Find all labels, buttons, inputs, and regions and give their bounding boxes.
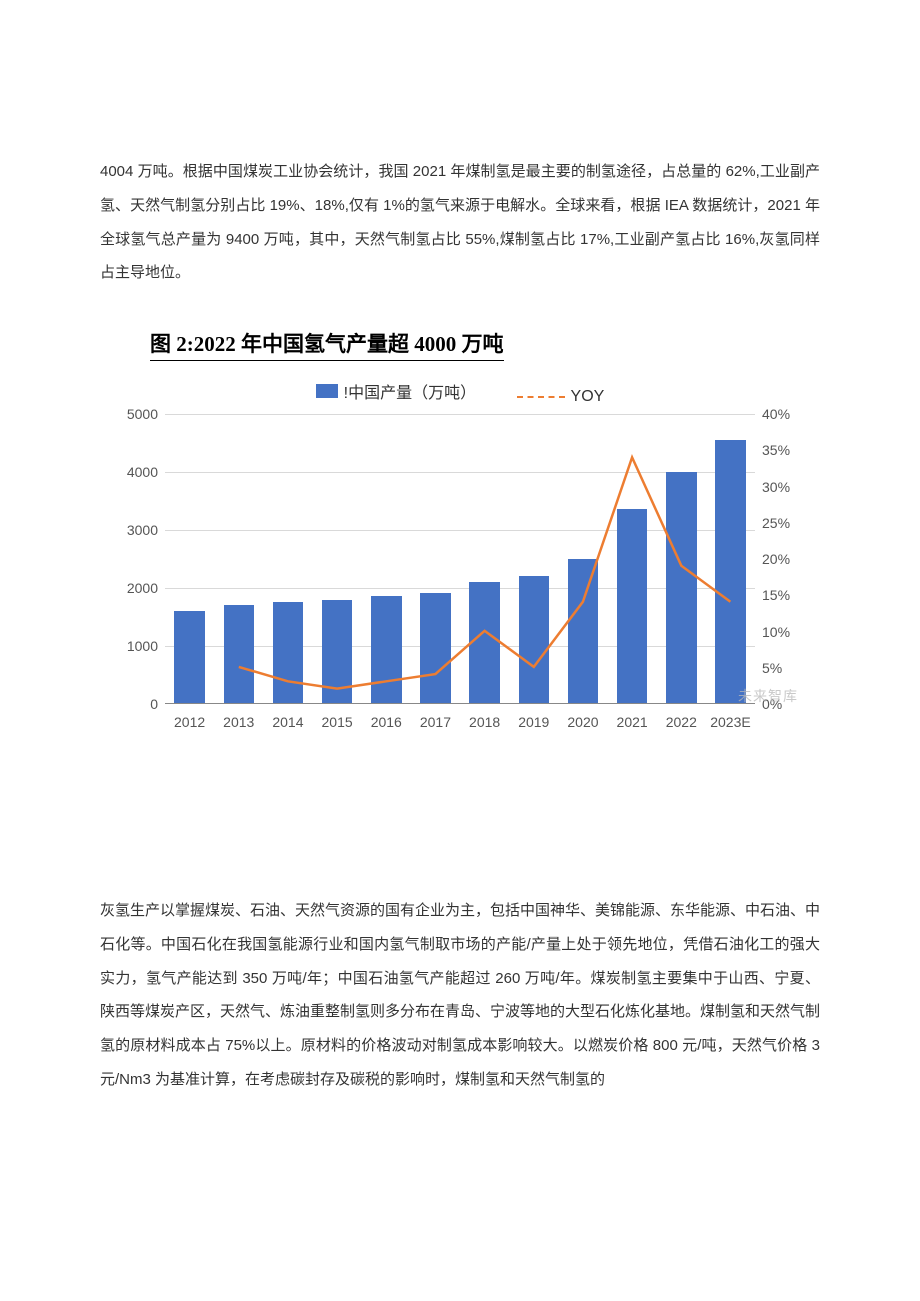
legend-bar-item: !中国产量（万吨） <box>316 379 476 403</box>
legend-bar-swatch <box>316 384 338 398</box>
bar-slot <box>411 414 460 703</box>
y1-tick-label: 1000 <box>110 638 158 654</box>
bar <box>174 611 204 703</box>
bar-slot <box>165 414 214 703</box>
bar-slot <box>657 414 706 703</box>
y2-tick-label: 15% <box>762 587 810 603</box>
x-tick-label: 2013 <box>214 710 263 734</box>
bar-slot <box>509 414 558 703</box>
bar <box>420 593 450 703</box>
bar <box>322 600 352 703</box>
bar <box>568 559 598 704</box>
x-tick-label: 2018 <box>460 710 509 734</box>
watermark: 未来智库 <box>738 686 798 706</box>
x-axis-labels: 2012201320142015201620172018201920202021… <box>165 710 755 734</box>
bar-slot <box>706 414 755 703</box>
bar-slot <box>362 414 411 703</box>
bar <box>519 576 549 703</box>
chart-area: 010002000300040005000 0%5%10%15%20%25%30… <box>110 414 810 734</box>
bar-slot <box>460 414 509 703</box>
x-tick-label: 2016 <box>362 710 411 734</box>
bar <box>224 605 254 703</box>
chart-legend: !中国产量（万吨） YOY <box>110 379 810 406</box>
bar <box>617 509 647 703</box>
bar <box>469 582 499 703</box>
body-paragraph: 灰氢生产以掌握煤炭、石油、天然气资源的国有企业为主，包括中国神华、美锦能源、东华… <box>100 894 820 1097</box>
y1-tick-label: 5000 <box>110 406 158 422</box>
y1-tick-label: 3000 <box>110 522 158 538</box>
y1-tick-label: 0 <box>110 696 158 712</box>
chart-title: 图 2:2022 年中国氢气产量超 4000 万吨 <box>150 328 504 361</box>
x-tick-label: 2021 <box>608 710 657 734</box>
legend-line-swatch <box>517 396 565 398</box>
x-tick-label: 2022 <box>657 710 706 734</box>
legend-line-label: YOY <box>571 388 605 406</box>
x-tick-label: 2017 <box>411 710 460 734</box>
y1-tick-label: 2000 <box>110 580 158 596</box>
bar-slot <box>313 414 362 703</box>
y2-tick-label: 5% <box>762 660 810 676</box>
legend-line-item: YOY <box>517 388 605 406</box>
chart-container: !中国产量（万吨） YOY 010002000300040005000 0%5%… <box>110 379 810 734</box>
x-tick-label: 2012 <box>165 710 214 734</box>
bar-slot <box>608 414 657 703</box>
bars-group <box>165 414 755 703</box>
y2-tick-label: 25% <box>762 515 810 531</box>
bar <box>371 596 401 703</box>
y2-tick-label: 40% <box>762 406 810 422</box>
bar-slot <box>558 414 607 703</box>
y2-tick-label: 20% <box>762 551 810 567</box>
bar <box>666 472 696 703</box>
intro-paragraph: 4004 万吨。根据中国煤炭工业协会统计，我国 2021 年煤制氢是最主要的制氢… <box>100 155 820 290</box>
bar <box>715 440 745 703</box>
y2-tick-label: 35% <box>762 442 810 458</box>
y1-tick-label: 4000 <box>110 464 158 480</box>
plot-area <box>165 414 755 704</box>
x-tick-label: 2015 <box>313 710 362 734</box>
x-tick-label: 2019 <box>509 710 558 734</box>
bar <box>273 602 303 703</box>
x-tick-label: 2014 <box>263 710 312 734</box>
bar-slot <box>214 414 263 703</box>
bar-slot <box>263 414 312 703</box>
x-tick-label: 2020 <box>558 710 607 734</box>
x-tick-label: 2023E <box>706 710 755 734</box>
y2-tick-label: 10% <box>762 624 810 640</box>
y2-tick-label: 30% <box>762 479 810 495</box>
legend-bar-label: !中国产量（万吨） <box>344 379 476 403</box>
